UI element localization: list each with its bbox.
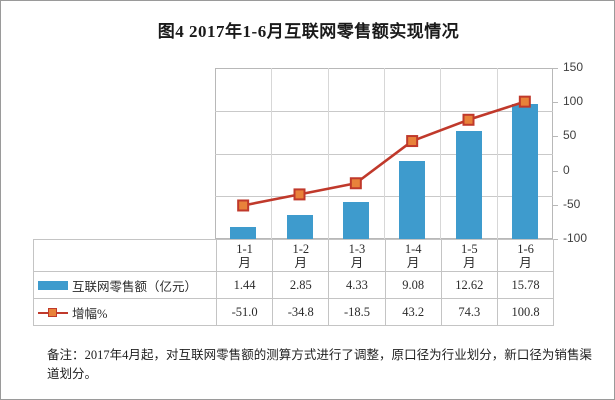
- category-cell: 1-5 月: [440, 239, 498, 272]
- bar: [511, 104, 538, 239]
- growth-value-cell: -51.0: [215, 298, 274, 326]
- retail-value-cell: 12.62: [440, 271, 498, 299]
- category-line1: 1-2: [292, 241, 310, 256]
- column-separator: [496, 68, 498, 239]
- page-title: 图4 2017年1-6月互联网零售额实现情况: [157, 22, 460, 41]
- bar: [399, 161, 426, 239]
- category-cell: 1-4 月: [384, 239, 442, 272]
- line-marker: [349, 177, 362, 190]
- category-cell: 1-2 月: [272, 239, 330, 272]
- bar-swatch-icon: [38, 280, 68, 290]
- category-cell: 1-3 月: [328, 239, 386, 272]
- right-axis-tick: 0: [563, 162, 570, 177]
- bar: [342, 201, 369, 239]
- line-series: [237, 95, 531, 212]
- category-line2: 月: [519, 255, 532, 270]
- category-line1: 1-3: [348, 241, 366, 256]
- line-marker: [518, 95, 531, 108]
- retail-value-cell: 15.78: [496, 271, 555, 299]
- category-line1: 1-5: [461, 241, 478, 256]
- growth-line: [242, 100, 526, 207]
- retail-value-cell: 1.44: [215, 271, 274, 299]
- line-marker: [237, 199, 250, 212]
- category-line1: 1-4: [404, 241, 422, 256]
- retail-value-cell: 2.85: [272, 271, 330, 299]
- line-marker: [293, 188, 306, 201]
- growth-value-cell: 43.2: [384, 298, 442, 326]
- growth-value-cell: -18.5: [328, 298, 386, 326]
- plot-area: [215, 68, 553, 239]
- table-row-categories: 1-1 月 1-2 月 1-3 月 1-4 月 1-5 月 1-6 月: [33, 239, 555, 272]
- category-line1: 1-6: [517, 241, 534, 256]
- category-cell: 1-6 月: [496, 239, 555, 272]
- category-cell: 1-1 月: [215, 239, 274, 272]
- right-axis-tick: 150: [563, 60, 584, 74]
- growth-value-cell: -34.8: [272, 298, 330, 326]
- category-line2: 月: [463, 255, 476, 270]
- column-separator: [384, 68, 385, 239]
- right-axis-tick: 100: [563, 94, 584, 109]
- footnote: 备注：2017年4月起，对互联网零售额的测算方式进行了调整，原口径为行业划分，新…: [47, 348, 592, 381]
- table-row-retail: 互联网零售额（亿元） 1.44 2.85 4.33 9.08 12.62 15.78: [33, 271, 555, 299]
- column-separator: [440, 68, 442, 239]
- right-axis-tick-mark: [553, 170, 558, 172]
- right-axis-tick-mark: [553, 204, 558, 206]
- right-axis-tick: 50: [563, 128, 577, 143]
- column-separator: [327, 68, 329, 239]
- right-axis-tick-mark: [553, 102, 558, 104]
- line-swatch-icon: [38, 307, 68, 318]
- right-axis-tick-mark: [553, 136, 558, 138]
- legend-label-retail: 互联网零售额（亿元）: [72, 279, 198, 294]
- category-line2: 月: [406, 255, 420, 270]
- right-axis-tick-mark: [553, 68, 558, 69]
- category-line1: 1-1: [236, 241, 253, 256]
- legend-retail: 互联网零售额（亿元）: [33, 271, 217, 299]
- line-marker: [462, 113, 475, 126]
- category-line2: 月: [238, 255, 251, 270]
- legend-growth: 增幅%: [33, 298, 217, 326]
- bar: [230, 226, 257, 239]
- column-separator: [271, 68, 273, 239]
- blank-cell: [33, 239, 217, 272]
- legend-label-growth: 增幅%: [72, 306, 108, 321]
- retail-value-cell: 4.33: [328, 271, 386, 299]
- right-axis-tick: -100: [563, 231, 588, 245]
- right-axis-tick-mark: [553, 239, 558, 240]
- retail-value-cell: 9.08: [384, 271, 442, 299]
- category-line2: 月: [350, 255, 364, 270]
- growth-value-cell: 74.3: [440, 298, 498, 326]
- bar: [286, 214, 313, 239]
- category-line2: 月: [294, 255, 308, 270]
- data-table: 1-1 月 1-2 月 1-3 月 1-4 月 1-5 月 1-6 月互联网零售额（亿元） 1.44 2.…: [33, 239, 555, 326]
- growth-value-cell: 100.8: [496, 298, 555, 326]
- bar: [455, 131, 482, 239]
- line-marker: [406, 135, 419, 148]
- table-row-growth: 增幅% -51.0 -34.8 -18.5 43.2 74.3 100.8: [33, 298, 555, 326]
- right-axis-tick: -50: [563, 196, 581, 211]
